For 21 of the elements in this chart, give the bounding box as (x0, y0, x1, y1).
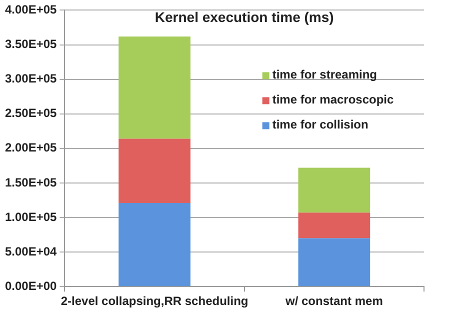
x-tick-label: w/ constant mem (284, 294, 383, 308)
legend-label: time for collision (272, 118, 368, 132)
bar (298, 238, 370, 286)
y-tick-label: 0.00E+00 (4, 278, 58, 293)
y-tick-label: 1.50E+05 (4, 175, 58, 190)
bar (118, 36, 190, 139)
legend-label: time for macroscopic (272, 92, 394, 107)
legend-label: time for streaming (272, 68, 378, 82)
y-tick-label: 2.00E+05 (4, 140, 58, 155)
y-tick-label: 2.50E+05 (4, 106, 58, 120)
y-tick-label: 4.00E+05 (4, 2, 58, 17)
y-tick-label: 1.00E+05 (4, 210, 58, 224)
bar (298, 168, 370, 213)
x-tick-label: 2-level collapsing,RR scheduling (60, 294, 248, 308)
y-tick-label: 3.00E+05 (4, 72, 58, 86)
bar (118, 202, 190, 286)
bar (118, 138, 190, 203)
y-tick-label: 5.00E+04 (4, 244, 58, 258)
y-tick-label: 3.50E+05 (4, 37, 58, 52)
chart-title: Kernel execution time (ms) (154, 9, 334, 26)
bar (298, 212, 370, 238)
